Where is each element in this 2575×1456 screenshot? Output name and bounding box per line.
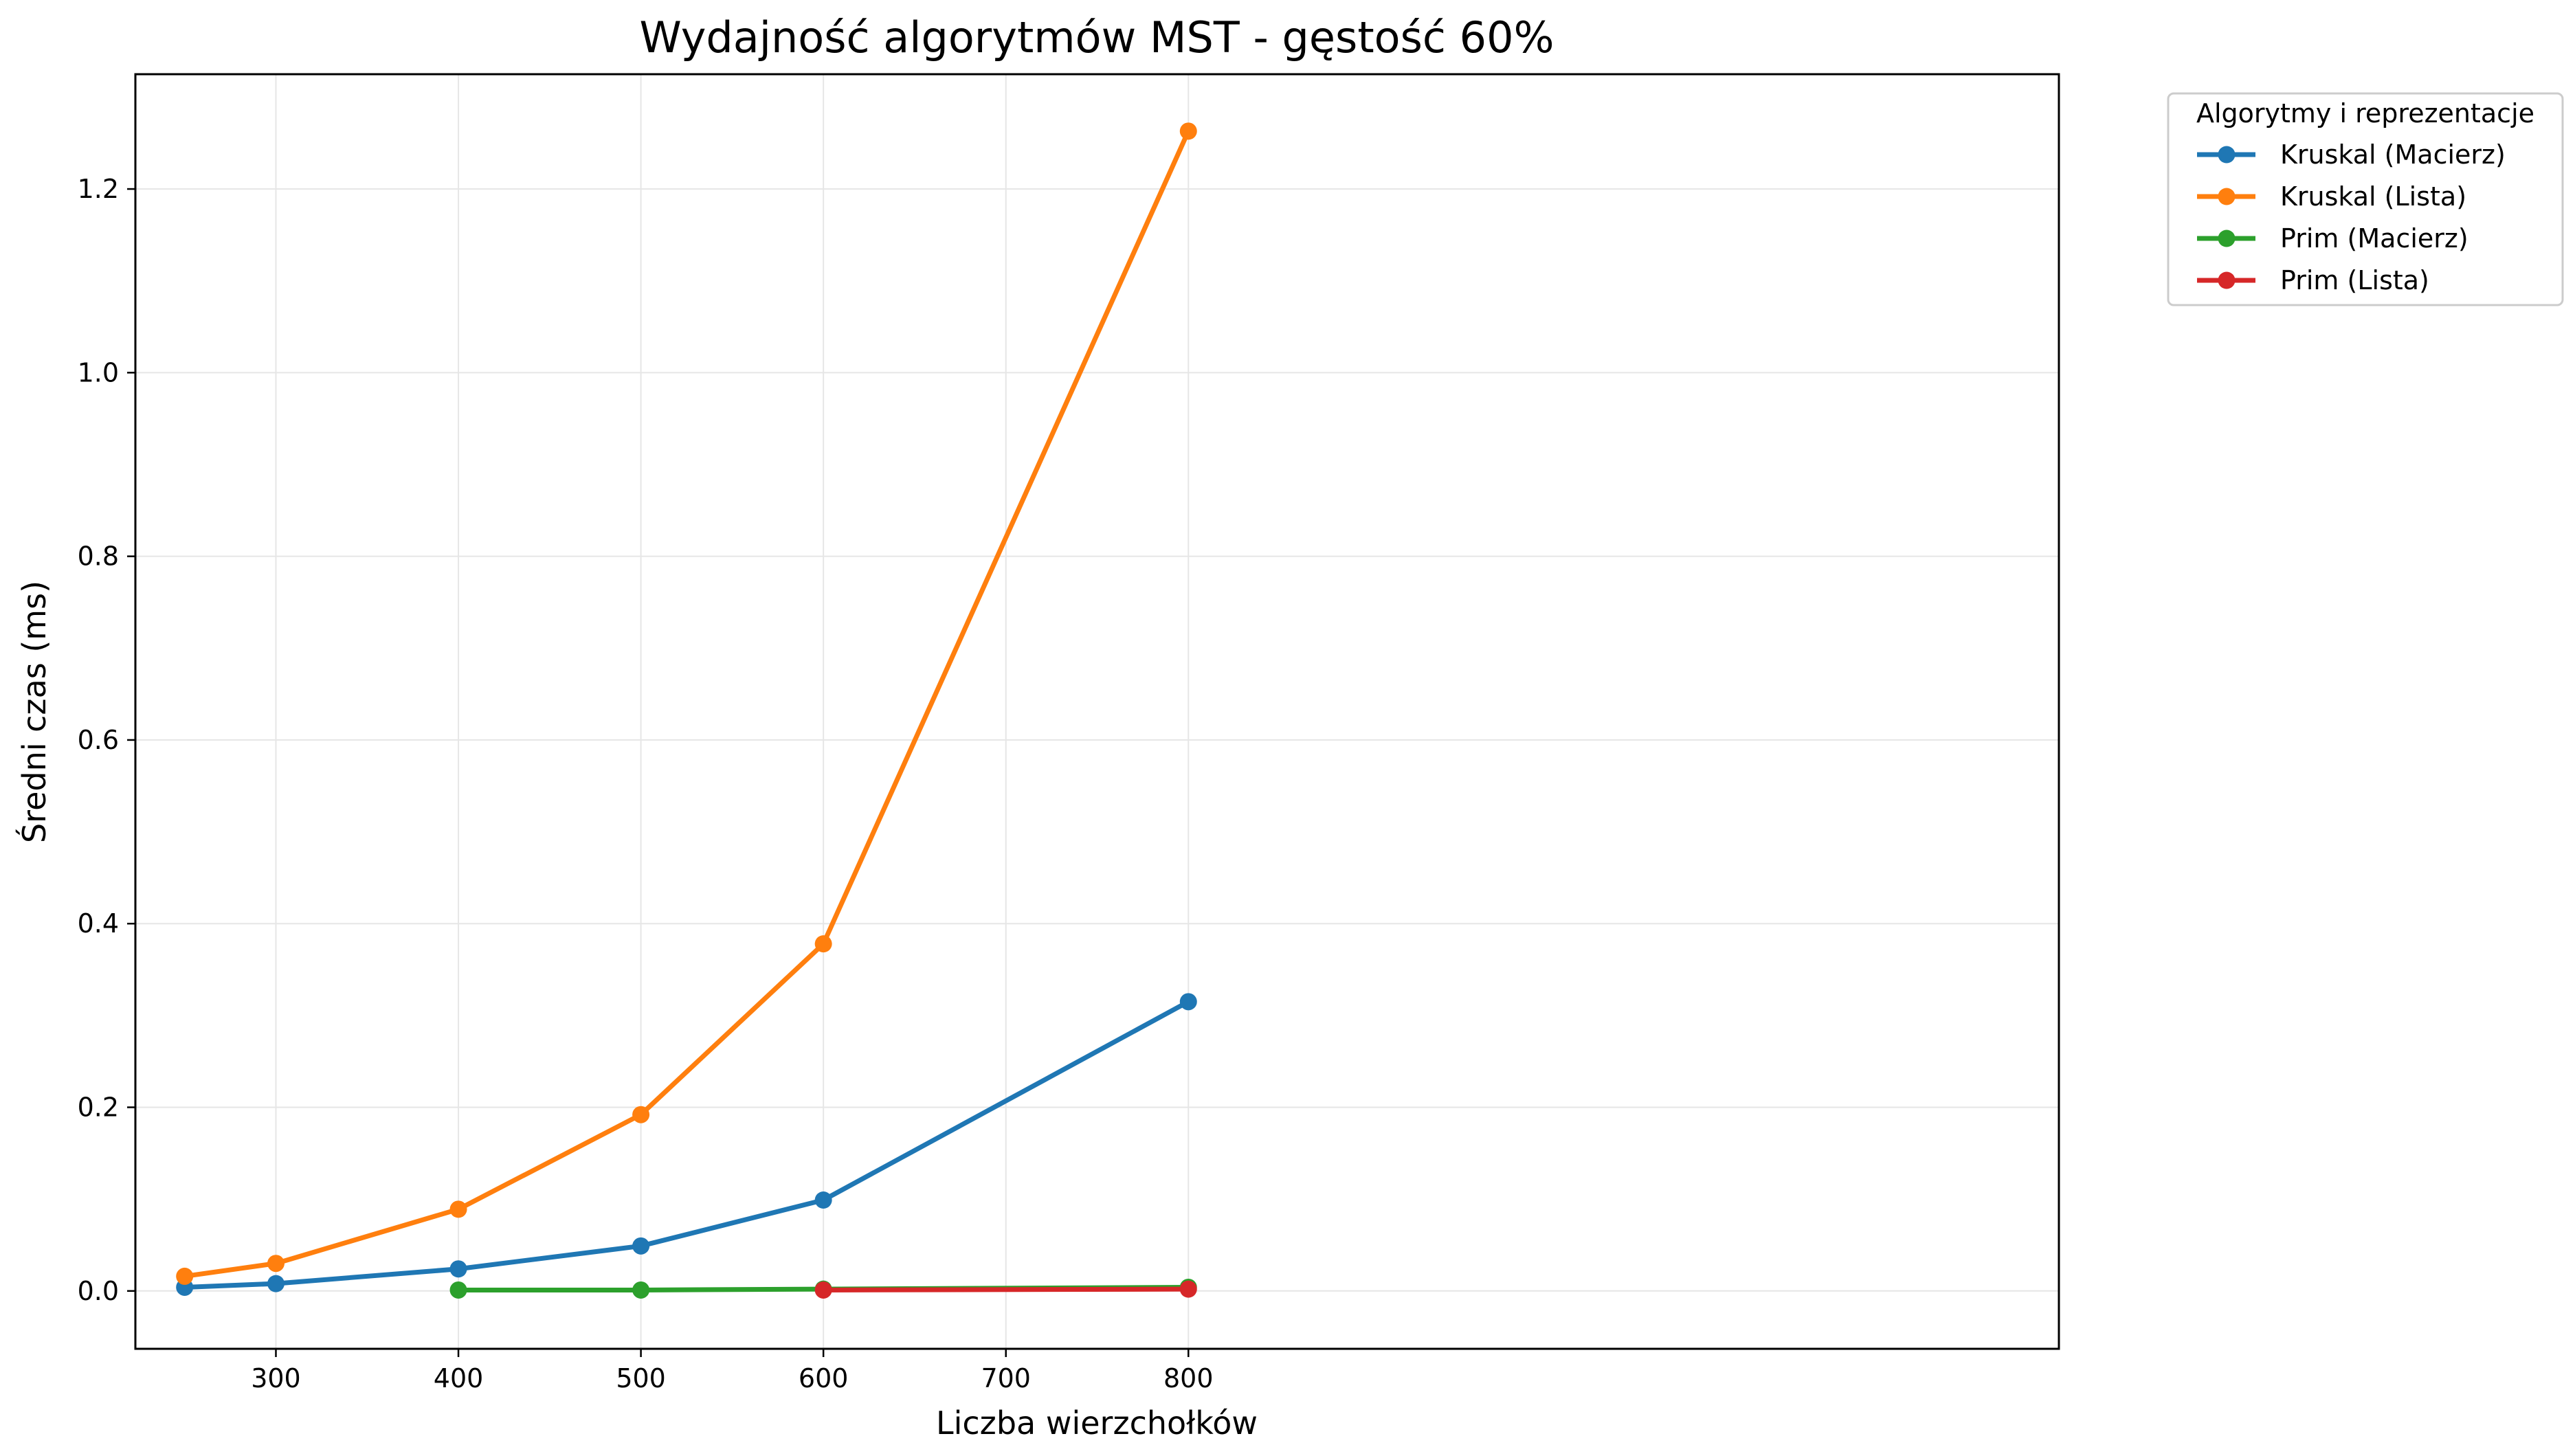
legend-marker <box>2218 146 2236 164</box>
legend-box <box>2167 92 2564 306</box>
axes: 300 400 500 600 700 800 0.0 0.2 0.4 0.6 0.8 1.0 1.2 <box>78 174 1214 1393</box>
data-point <box>1179 993 1197 1011</box>
y-tick-label: 1.0 <box>78 357 119 388</box>
legend-item: Kruskal (Lista) <box>2197 181 2466 212</box>
y-tick-label: 0.8 <box>78 541 119 572</box>
legend-item: Prim (Macierz) <box>2197 223 2468 254</box>
data-point <box>267 1275 285 1292</box>
legend-label: Kruskal (Macierz) <box>2280 139 2506 170</box>
data-point <box>632 1281 650 1299</box>
data-point <box>814 935 832 953</box>
x-tick-label: 500 <box>616 1363 666 1393</box>
data-point <box>176 1267 194 1285</box>
y-tick-label: 0.2 <box>78 1093 119 1123</box>
chart-title: Wydajność algorytmów MST - gęstość 60% <box>639 12 1554 63</box>
data-point <box>449 1200 467 1218</box>
legend-marker <box>2218 229 2236 247</box>
legend-item: Kruskal (Macierz) <box>2197 139 2506 170</box>
x-tick-label: 400 <box>434 1363 484 1393</box>
plot-frame <box>134 73 2060 1350</box>
legend: Algorytmy i reprezentacje Kruskal (Macie… <box>2167 92 2564 306</box>
data-point <box>449 1281 467 1299</box>
data-point <box>814 1281 832 1299</box>
y-axis-label: Średni czas (ms) <box>16 581 53 843</box>
data-point <box>632 1106 650 1123</box>
series-1 <box>176 122 1197 1285</box>
x-tick-label: 300 <box>251 1363 301 1393</box>
grid <box>135 74 2059 1349</box>
y-tick-label: 1.2 <box>78 174 119 204</box>
x-axis-label: Liczba wierzchołków <box>936 1404 1258 1442</box>
legend-marker <box>2218 188 2236 205</box>
x-tick-label: 800 <box>1163 1363 1214 1393</box>
data-point <box>1179 122 1197 140</box>
legend-label: Prim (Macierz) <box>2280 223 2468 254</box>
legend-label: Prim (Lista) <box>2280 265 2429 295</box>
legend-marker <box>2218 271 2236 289</box>
legend-items: Kruskal (Macierz) Kruskal (Lista) Prim (Ma… <box>2197 139 2506 295</box>
data-point <box>1179 1280 1197 1298</box>
data-point <box>449 1260 467 1278</box>
legend-item: Prim (Lista) <box>2197 265 2429 295</box>
data-point <box>632 1237 650 1255</box>
series-layer <box>176 122 1197 1299</box>
series-line <box>182 128 1191 1279</box>
y-tick-label: 0.4 <box>78 908 119 939</box>
x-tick-label: 600 <box>799 1363 849 1393</box>
data-point <box>814 1191 832 1209</box>
x-tick-label: 700 <box>981 1363 1031 1393</box>
y-tick-label: 0.6 <box>78 725 119 755</box>
data-point <box>267 1255 285 1273</box>
legend-title: Algorytmy i reprezentacje <box>2196 98 2534 128</box>
series-line <box>182 999 1191 1290</box>
legend-label: Kruskal (Lista) <box>2280 181 2466 212</box>
series-line <box>821 1286 1191 1292</box>
y-tick-label: 0.0 <box>78 1276 119 1306</box>
series-3 <box>814 1280 1197 1299</box>
